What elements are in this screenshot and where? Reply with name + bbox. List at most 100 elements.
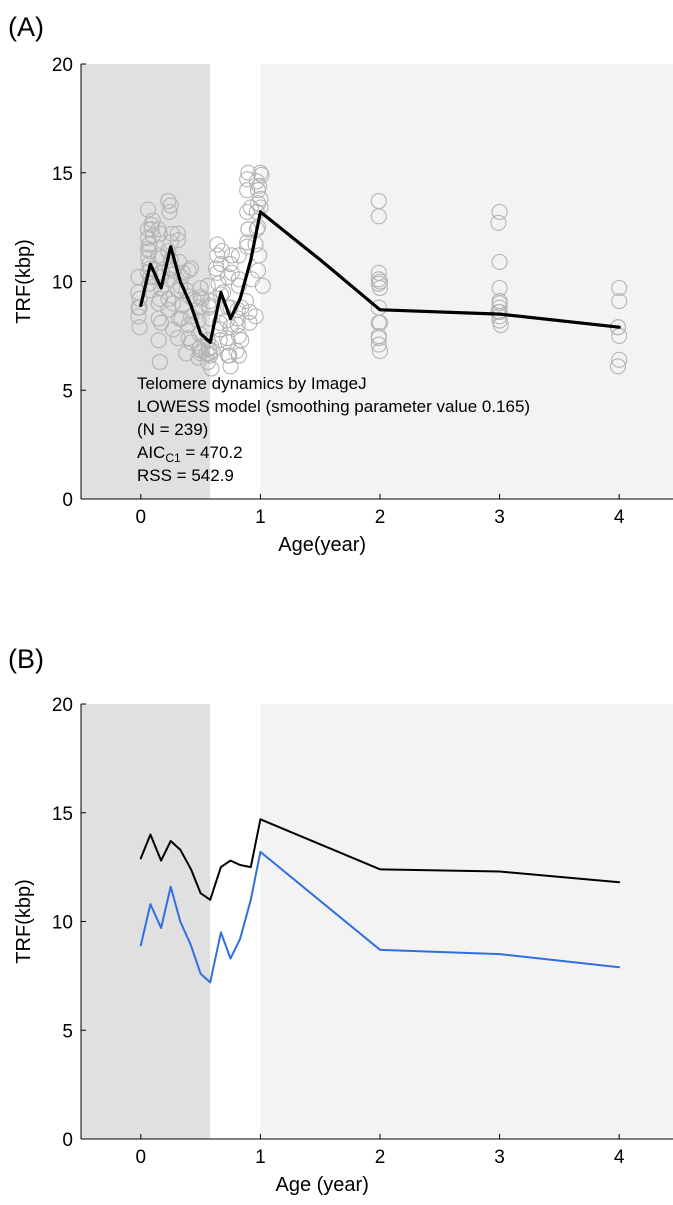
x-tick-label: 1 <box>255 507 266 528</box>
scatter-point <box>162 197 179 214</box>
scatter-point <box>609 358 627 375</box>
rss-annotation: RSS = 542.9 <box>137 466 234 485</box>
scatter-point <box>491 295 508 312</box>
scatter-point <box>182 334 200 351</box>
scatter-point <box>163 225 180 242</box>
scatter-point <box>233 332 250 349</box>
scatter-point <box>247 308 264 325</box>
y-tick-label: 20 <box>52 55 73 76</box>
scatter-point <box>130 308 147 325</box>
x-tick-label: 2 <box>375 1147 386 1168</box>
scatter-point <box>370 336 387 353</box>
scatter-point <box>222 256 239 273</box>
y-tick-label: 10 <box>52 273 73 294</box>
scatter-point <box>150 247 167 264</box>
scatter-point <box>212 256 229 273</box>
scatter-point <box>241 314 258 331</box>
series-line-2 <box>139 850 621 984</box>
scatter-point <box>371 273 389 290</box>
scatter-point <box>230 277 247 294</box>
y-axis-label: TRF(kbp) <box>13 879 35 963</box>
scatter-point <box>211 314 228 331</box>
scatter-points <box>130 164 628 377</box>
scatter-point <box>214 242 231 260</box>
scatter-point <box>252 164 269 181</box>
scatter-point <box>192 279 209 297</box>
scatter-point <box>160 192 177 210</box>
panel-b: (B) 0 1 2 3 4 0 5 10 15 20 Age (year) TRF(kbp) <box>8 644 673 1196</box>
scatter-point <box>223 247 240 264</box>
scatter-point <box>252 190 269 207</box>
scatter-point <box>241 303 258 321</box>
scatter-point <box>490 214 507 231</box>
scatter-point <box>169 225 186 242</box>
y-tick-label: 0 <box>62 1130 73 1151</box>
panel-label: (B) <box>8 644 44 674</box>
scatter-point <box>249 195 267 212</box>
scatter-point <box>165 321 182 338</box>
scatter-point <box>143 221 160 238</box>
x-tick-label: 1 <box>255 1147 266 1168</box>
scatter-point <box>611 279 628 297</box>
scatter-point <box>139 249 157 266</box>
aic-annotation: AICC1 = 470.2 <box>137 443 243 465</box>
scatter-point <box>131 299 148 316</box>
scatter-point <box>491 303 508 321</box>
scatter-point <box>150 332 167 349</box>
x-tick-label: 3 <box>494 1147 505 1168</box>
y-tick-label: 5 <box>62 381 73 402</box>
series-line-1 <box>139 210 621 344</box>
x-tick-label: 0 <box>136 1147 147 1168</box>
series-line-1 <box>139 818 621 901</box>
scatter-point <box>144 212 161 229</box>
scatter-point <box>141 236 158 253</box>
scatter-point <box>139 201 157 218</box>
scatter-point <box>491 203 508 220</box>
scatter-point <box>254 277 271 294</box>
panel-label: (A) <box>8 12 44 42</box>
scatter-point <box>200 345 218 362</box>
y-tick-label: 10 <box>52 913 73 934</box>
panel-a: (A) 0 1 2 3 4 0 5 10 15 20 Age(year) TRF(kbp) Telomer… <box>8 12 673 556</box>
x-tick-label: 3 <box>494 507 505 528</box>
scatter-point <box>141 242 158 260</box>
scatter-point <box>161 203 178 220</box>
scatter-point <box>230 347 247 364</box>
x-tick-label: 4 <box>614 1147 625 1168</box>
scatter-point <box>151 353 168 371</box>
scatter-point <box>371 343 389 360</box>
x-tick-label: 4 <box>614 507 625 528</box>
scatter-point <box>240 164 257 181</box>
scatter-point <box>370 208 387 225</box>
scatter-point <box>251 177 268 194</box>
y-tick-label: 0 <box>62 490 73 511</box>
scatter-point <box>370 271 387 288</box>
annotation-line-1: Telomere dynamics by ImageJ <box>137 374 367 393</box>
scatter-point <box>169 232 186 249</box>
annotation-line-3: (N = 239) <box>137 420 208 439</box>
scatter-point <box>239 182 256 199</box>
y-tick-label: 15 <box>52 164 73 185</box>
y-axis-label: TRF(kbp) <box>13 239 35 323</box>
scatter-point <box>371 279 389 297</box>
scatter-point <box>180 330 197 347</box>
scatter-point <box>151 225 168 242</box>
scatter-point <box>202 310 219 327</box>
x-tick-label: 2 <box>375 507 386 528</box>
x-tick-label: 0 <box>136 507 147 528</box>
scatter-point <box>131 319 148 336</box>
shaded-region-2 <box>260 64 673 499</box>
scatter-point <box>142 260 159 277</box>
scatter-point <box>228 343 245 360</box>
scatter-point <box>182 260 200 277</box>
scatter-point <box>209 247 226 264</box>
scatter-point <box>203 360 220 377</box>
scatter-point <box>209 264 226 281</box>
scatter-point <box>230 247 247 264</box>
scatter-point <box>212 286 229 303</box>
annotation-line-2: LOWESS model (smoothing parameter value … <box>137 397 530 416</box>
x-axis-label: Age(year) <box>278 534 366 556</box>
scatter-point <box>180 262 197 279</box>
scatter-point <box>492 316 509 334</box>
scatter-point <box>253 166 270 183</box>
